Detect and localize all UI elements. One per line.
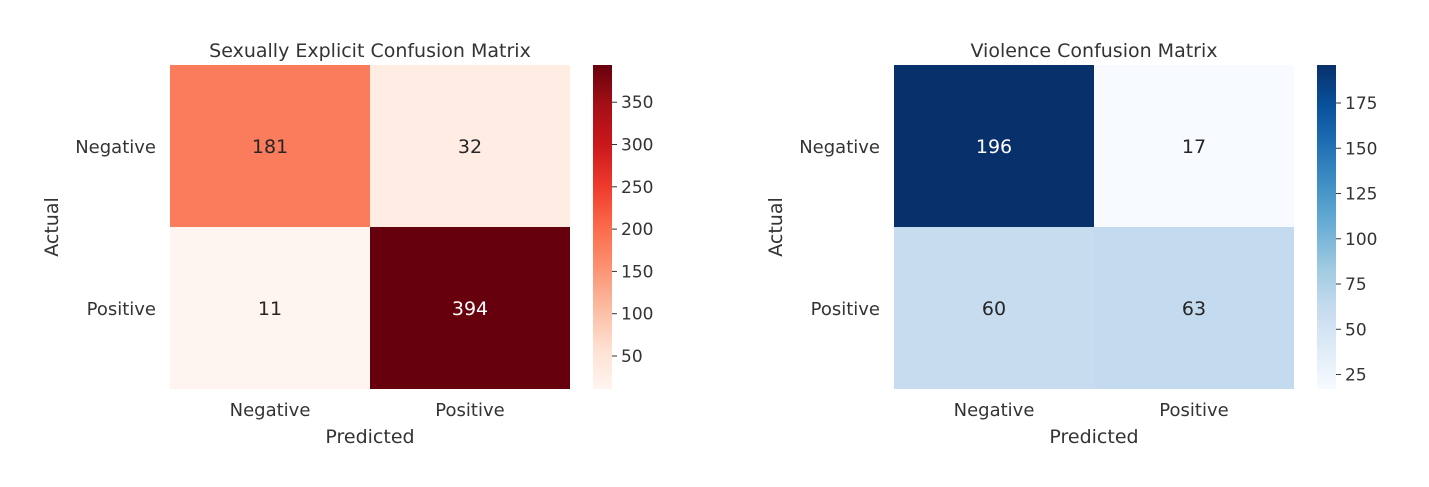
colorbar-tick-label: 75 (1345, 275, 1367, 295)
colorbar-tick-label: 125 (1345, 185, 1377, 205)
colorbar-tick-label: 175 (1345, 94, 1377, 114)
y-tick-label: Negative (75, 137, 156, 158)
colorbar-tick-label: 150 (1345, 139, 1377, 159)
heatmap-cell-2-1 (170, 227, 370, 389)
colorbar-tick-label: 300 (621, 136, 653, 156)
heatmap-panel-2: 196 17 60 63 Violence Confusion Matrix Negati… (765, 40, 1377, 448)
chart-title: Violence Confusion Matrix (970, 40, 1217, 62)
y-tick-label: Positive (87, 299, 156, 320)
colorbar-tick-label: 150 (621, 262, 653, 282)
x-tick-label: Negative (230, 400, 311, 421)
y-tick-label: Positive (811, 299, 880, 320)
x-axis-label: Predicted (325, 426, 414, 448)
colorbar-tick-label: 25 (1345, 366, 1367, 386)
cell-value-label: 17 (1182, 136, 1206, 158)
colorbar-tick-label: 100 (1345, 230, 1377, 250)
colorbar-tick-label: 200 (621, 220, 653, 240)
cell-value-label: 181 (252, 136, 288, 158)
cell-value-label: 196 (976, 136, 1012, 158)
y-tick-label: Negative (799, 137, 880, 158)
colorbar-tick-label: 50 (621, 347, 643, 367)
heatmap-cell-1-1 (170, 65, 370, 227)
heatmap-cell-1-2 (370, 65, 570, 227)
cell-value-label: 60 (982, 298, 1006, 320)
heatmap-panel-1: 181 32 11 394 Sexually Explicit Confusion Ma… (41, 40, 653, 448)
chart-title: Sexually Explicit Confusion Matrix (209, 40, 531, 62)
colorbar-tick-label: 350 (621, 93, 653, 113)
colorbar (1317, 65, 1336, 389)
colorbar-tick-label: 100 (621, 305, 653, 325)
x-tick-label: Positive (435, 400, 504, 421)
y-axis-label: Actual (41, 197, 63, 257)
cell-value-label: 394 (452, 298, 488, 320)
colorbar-tick-label: 250 (621, 178, 653, 198)
heatmap-cell-1-1 (894, 65, 1094, 227)
cell-value-label: 32 (458, 136, 482, 158)
x-tick-label: Negative (954, 400, 1035, 421)
heatmap-cell-2-2 (1094, 227, 1294, 389)
cell-value-label: 11 (258, 298, 282, 320)
y-axis-label: Actual (765, 197, 787, 257)
x-tick-label: Positive (1159, 400, 1228, 421)
heatmap-cell-2-2 (370, 227, 570, 389)
x-axis-label: Predicted (1049, 426, 1138, 448)
heatmap-cell-1-2 (1094, 65, 1294, 227)
colorbar (593, 65, 612, 389)
colorbar-tick-label: 50 (1345, 320, 1367, 340)
heatmap-cell-2-1 (894, 227, 1094, 389)
cell-value-label: 63 (1182, 298, 1206, 320)
